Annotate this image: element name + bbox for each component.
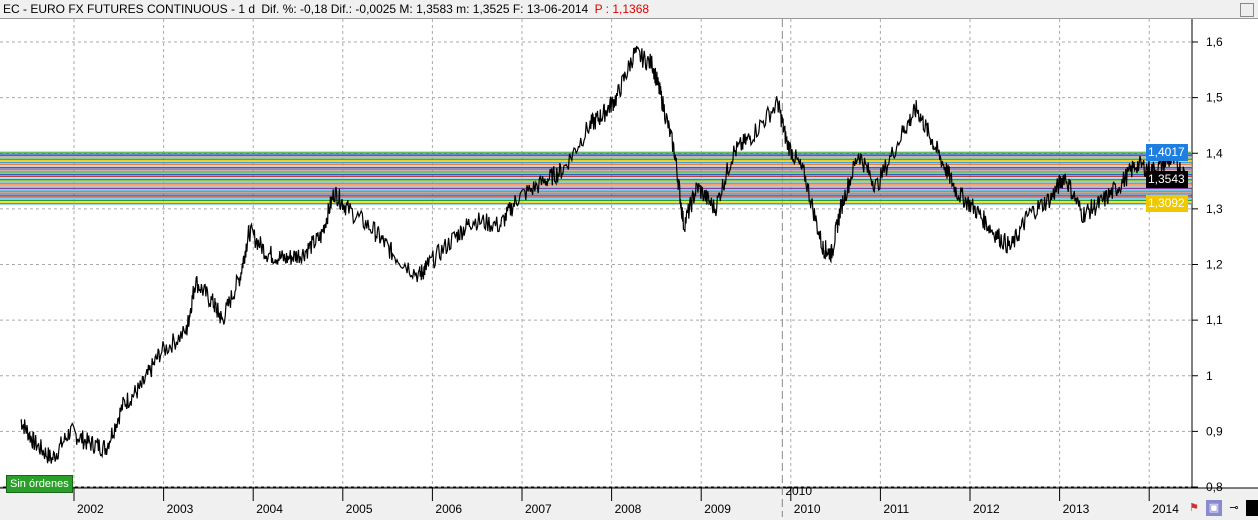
- price-chart[interactable]: 1,6 1,5 1,4 1,3 1,2 1,1 1 0,9 0,8 2002 2003 2004 200…: [0, 19, 1258, 520]
- x-tick-label: 2009: [704, 502, 731, 516]
- chart-title-bar: EC - EURO FX FUTURES CONTINUOUS - 1 d Di…: [0, 0, 1258, 19]
- x-tick-label: 2013: [1063, 502, 1090, 516]
- x-tick-label: 2014: [1152, 502, 1179, 516]
- x-tick-label: 2011: [883, 502, 909, 516]
- flag-icon[interactable]: ⚑: [1189, 502, 1199, 514]
- y-tick-label: 1,4: [1206, 146, 1223, 160]
- y-tick-label: 0,9: [1206, 424, 1223, 438]
- x-tick-label: 2006: [435, 502, 462, 516]
- window-button[interactable]: [1240, 3, 1254, 17]
- y-tick-label: 1,3: [1206, 202, 1223, 216]
- low-price-tag: 1,3092: [1146, 195, 1188, 212]
- pin-icon[interactable]: ⊸: [1229, 502, 1239, 514]
- y-tick-label: 1,2: [1206, 258, 1223, 272]
- price-series-line: [20, 45, 1187, 464]
- save-icon[interactable]: ▣: [1206, 500, 1222, 516]
- x-tick-label: 2002: [77, 502, 104, 516]
- y-tick-label: 1,6: [1206, 35, 1223, 49]
- high-price-tag: 1,4017: [1146, 144, 1188, 161]
- x-tick-label: 2010: [794, 502, 821, 516]
- y-tick-label: 0,8: [1206, 480, 1223, 494]
- x-tick-label: 2003: [167, 502, 194, 516]
- y-tick-label: 1,5: [1206, 91, 1223, 105]
- price-label: P : 1,1368: [594, 2, 650, 16]
- y-tick-label: 1,1: [1206, 313, 1223, 327]
- x-tick-label: 2008: [615, 502, 642, 516]
- color-swatch[interactable]: [1246, 500, 1258, 516]
- x-tick-label: 2005: [346, 502, 373, 516]
- x-axis-background: [0, 488, 1258, 520]
- x-tick-label: 2004: [256, 502, 283, 516]
- cursor-year-label: 2010: [785, 484, 812, 498]
- symbol-label: EC - EURO FX FUTURES CONTINUOUS - 1 d: [3, 2, 256, 16]
- x-tick-label: 2012: [973, 502, 1000, 516]
- orders-status-button[interactable]: Sin órdenes: [6, 475, 73, 493]
- stats-label: Dif. %: -0,18 Dif.: -0,0025 M: 1,3583 m:…: [261, 2, 589, 16]
- x-tick-label: 2007: [525, 502, 552, 516]
- last-price-tag: 1,3543: [1146, 171, 1188, 188]
- y-tick-label: 1: [1206, 369, 1213, 383]
